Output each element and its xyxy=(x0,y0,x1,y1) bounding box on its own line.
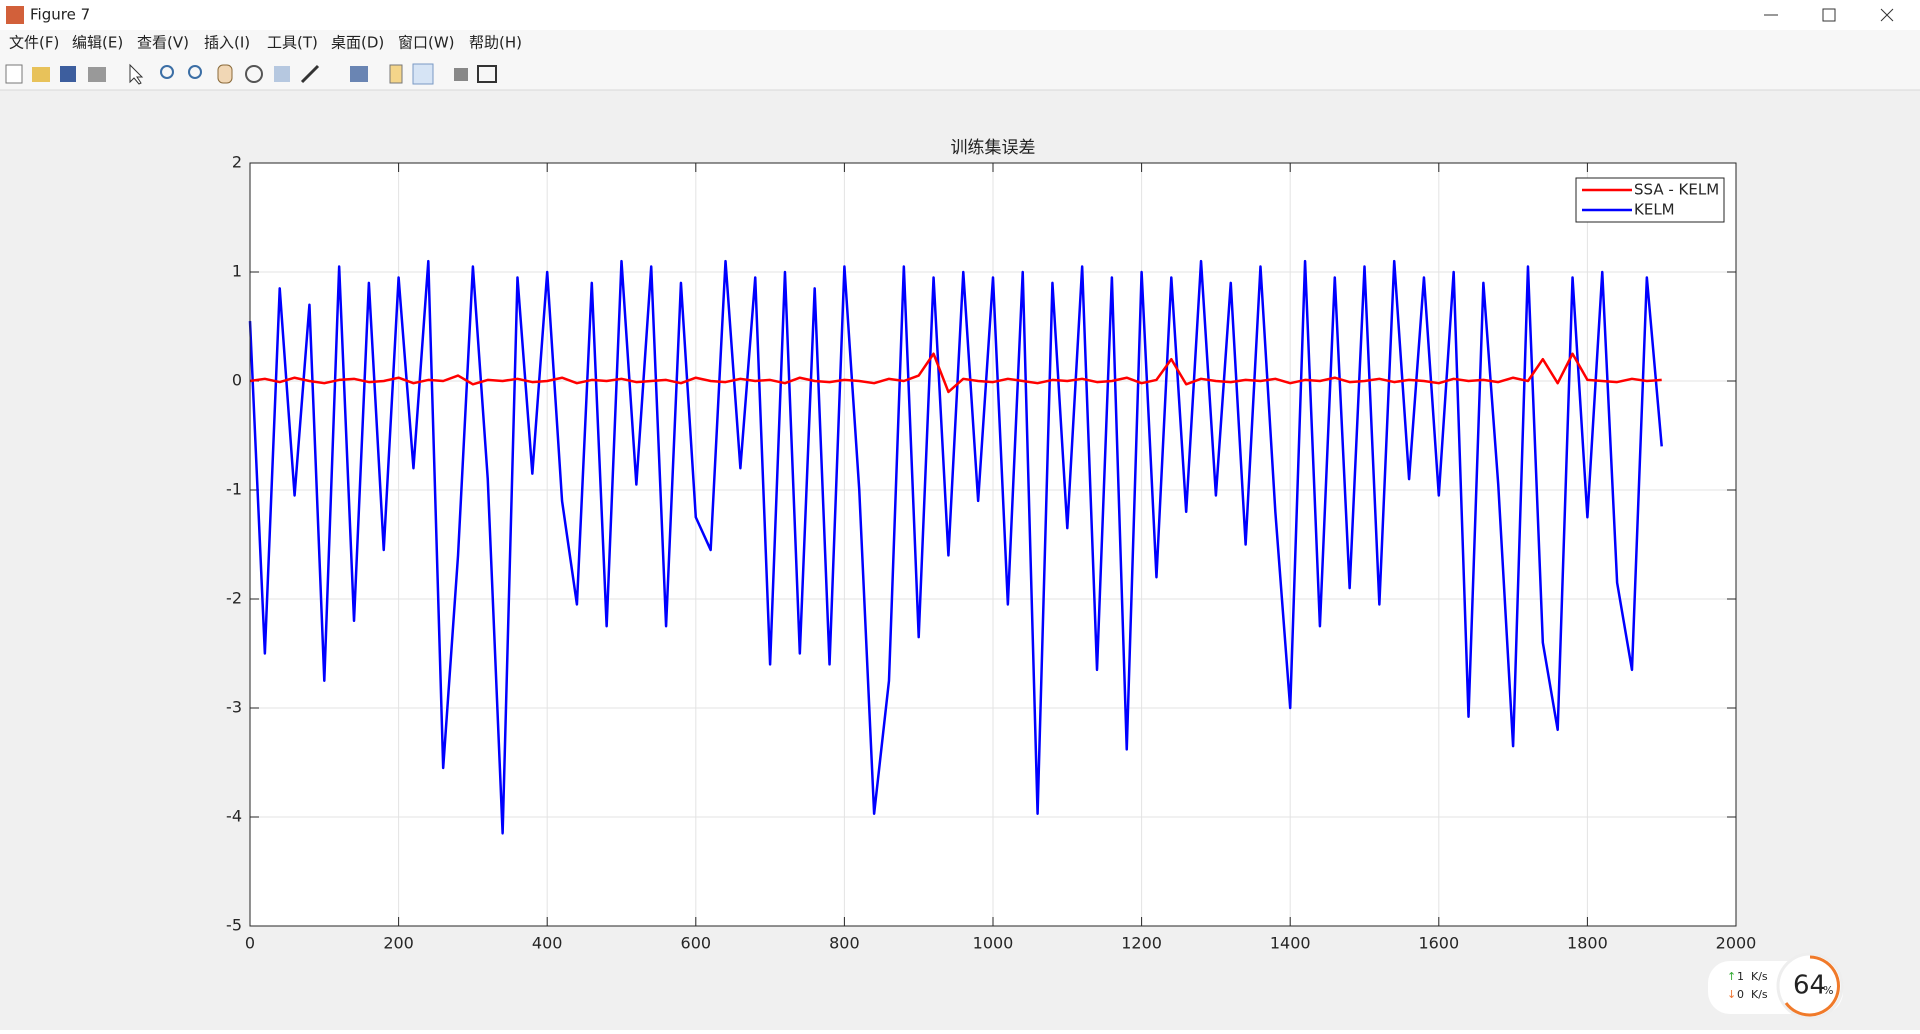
tool-pan[interactable] xyxy=(217,64,233,84)
x-tick-label: 1000 xyxy=(973,934,1014,953)
usage-percent-sign: % xyxy=(1823,984,1833,997)
tool-save[interactable] xyxy=(60,66,76,82)
tool-brush[interactable] xyxy=(300,64,320,84)
y-tick-label: -3 xyxy=(226,698,242,717)
restore-button[interactable] xyxy=(1822,8,1836,22)
x-tick-label: 1400 xyxy=(1270,934,1311,953)
menu-item[interactable]: 工具(T) xyxy=(267,34,318,52)
series-line xyxy=(249,352,1662,394)
up-speed: 1 xyxy=(1737,970,1744,983)
app-icon xyxy=(6,6,24,24)
x-tick-label: 600 xyxy=(681,934,712,953)
x-tick-label: 2000 xyxy=(1716,934,1757,953)
tool-dock[interactable] xyxy=(477,65,497,83)
tool-new[interactable] xyxy=(5,64,23,84)
tool-datatip[interactable] xyxy=(274,66,290,82)
x-tick-label: 0 xyxy=(245,934,255,953)
axes-box xyxy=(249,162,1737,927)
menu-item[interactable]: 编辑(E) xyxy=(72,34,123,52)
tool-zoom-out[interactable] xyxy=(188,65,202,79)
x-tick-label: 1800 xyxy=(1567,934,1608,953)
menu-item[interactable]: 帮助(H) xyxy=(469,34,522,52)
x-tick-label: 400 xyxy=(532,934,563,953)
chart-title: 训练集误差 xyxy=(951,138,1036,158)
x-tick-label: 1200 xyxy=(1121,934,1162,953)
up-unit: K/s xyxy=(1751,970,1768,983)
tool-rotate[interactable] xyxy=(245,65,263,83)
down-arrow: ↓ xyxy=(1727,988,1736,1001)
up-arrow: ↑ xyxy=(1727,970,1736,983)
down-unit: K/s xyxy=(1751,988,1768,1001)
tool-zoom-in[interactable] xyxy=(160,65,174,79)
menu-item[interactable]: 桌面(D) xyxy=(331,34,384,52)
tool-link[interactable] xyxy=(350,66,368,82)
x-tick-label: 200 xyxy=(383,934,414,953)
usage-arc xyxy=(1784,955,1840,1017)
menu-item[interactable]: 插入(I) xyxy=(204,34,250,52)
tool-colorbar[interactable] xyxy=(389,64,403,84)
tool-open[interactable] xyxy=(32,67,50,82)
y-tick-label: -2 xyxy=(226,589,242,608)
y-tick-label: -4 xyxy=(226,807,242,826)
close-button[interactable] xyxy=(1880,8,1894,22)
tool-legend[interactable] xyxy=(412,63,434,85)
legend-box xyxy=(1575,177,1725,223)
legend-label: KELM xyxy=(1634,201,1675,219)
menu-toolbar-area xyxy=(0,30,1920,90)
tool-print[interactable] xyxy=(88,67,106,82)
x-tick-label: 800 xyxy=(829,934,860,953)
down-speed: 0 xyxy=(1737,988,1744,1001)
usage-percent: 64 xyxy=(1793,971,1826,1001)
tool-hide-tools[interactable] xyxy=(454,68,468,81)
series-line xyxy=(248,259,1663,835)
y-tick-label: -5 xyxy=(226,916,242,935)
title-bar xyxy=(0,0,1920,30)
toolbar xyxy=(5,63,497,85)
y-tick-label: 0 xyxy=(232,371,242,390)
menu-item[interactable]: 查看(V) xyxy=(137,34,189,52)
usage-ring xyxy=(1776,952,1844,1020)
menu-item[interactable]: 窗口(W) xyxy=(398,34,455,52)
y-tick-label: 1 xyxy=(232,262,242,281)
x-tick-label: 1600 xyxy=(1418,934,1459,953)
menu-item[interactable]: 文件(F) xyxy=(9,34,59,52)
tool-select[interactable] xyxy=(129,63,144,85)
window-title: Figure 7 xyxy=(30,6,90,24)
y-tick-label: 2 xyxy=(232,153,242,172)
y-tick-label: -1 xyxy=(226,480,242,499)
legend-label: SSA - KELM xyxy=(1634,181,1719,199)
